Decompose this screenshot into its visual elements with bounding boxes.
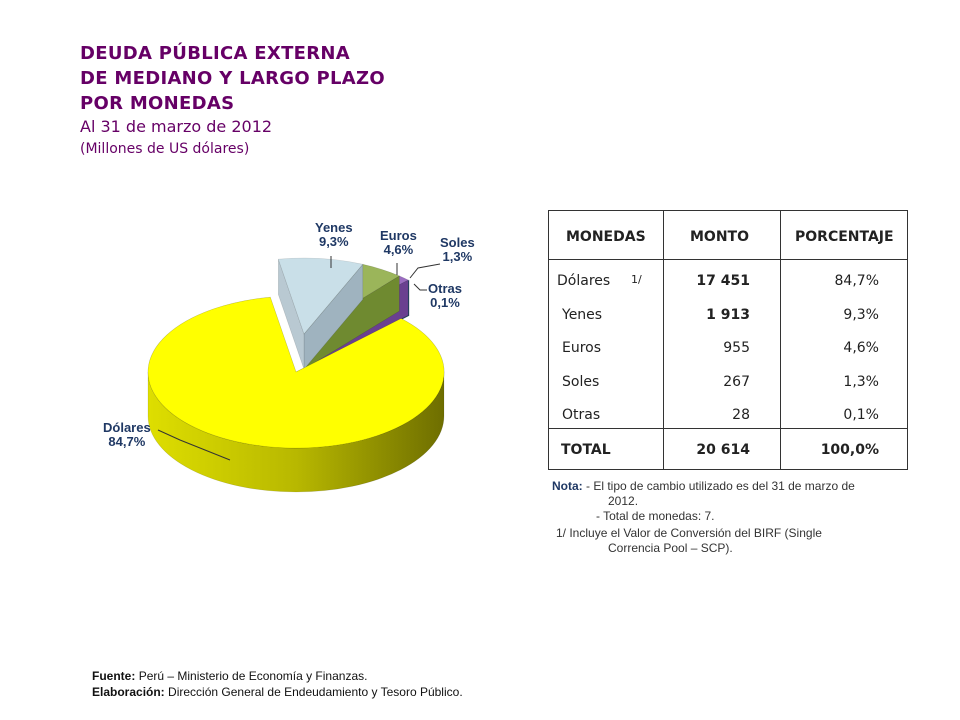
note-3b: Correncia Pool – SCP). [608, 541, 733, 555]
date-subtitle: Al 31 de marzo de 2012 [80, 117, 273, 136]
row-pct: 1,3% [843, 373, 879, 390]
slice-dolares-top [147, 296, 445, 449]
title-line-3: POR MONEDAS [80, 93, 235, 114]
total-amount: 20 614 [696, 442, 750, 458]
row-pct: 84,7% [834, 273, 879, 289]
row-note: 1/ [631, 273, 642, 286]
leader-dolares [157, 429, 231, 461]
label-yenes: Yenes 9,3% [315, 220, 353, 249]
source: Fuente: Perú – Ministerio de Economía y … [92, 669, 368, 683]
leader-lines [157, 256, 441, 461]
note-3: 1/ Incluye el Valor de Conversión del BI… [556, 526, 822, 540]
elaboration: Elaboración: Dirección General de Endeud… [92, 685, 463, 699]
header-monto: MONTO [690, 229, 750, 245]
row-amount: 267 [723, 373, 750, 390]
row-name: Dólares [557, 273, 611, 289]
row-name: Otras [562, 407, 601, 423]
row-amount: 17 451 [696, 273, 750, 289]
row-amount: 1 913 [706, 306, 750, 323]
currency-table: MONEDAS MONTO PORCENTAJE Dólares 1/17 451… [548, 210, 908, 470]
row-name: Yenes [562, 306, 603, 323]
leader-soles [409, 263, 441, 279]
label-soles: Soles 1,3% [440, 235, 475, 264]
total-label: TOTAL [561, 442, 611, 458]
row-pct: 4,6% [843, 340, 879, 356]
row-amount: 28 [732, 407, 750, 423]
note-1: Nota: - El tipo de cambio utilizado es d… [552, 479, 855, 493]
title-line-1: DEUDA PÚBLICA EXTERNA [80, 43, 350, 64]
label-otras: Otras 0,1% [428, 281, 462, 310]
note-2: - Total de monedas: 7. [596, 509, 715, 523]
label-dolares: Dólares 84,7% [103, 420, 151, 449]
header-monedas: MONEDAS [566, 229, 646, 245]
note-1b: 2012. [608, 494, 639, 508]
total-pct: 100,0% [820, 442, 879, 458]
slice-yenes [277, 257, 364, 335]
row-pct: 9,3% [843, 306, 879, 323]
header-porcentaje: PORCENTAJE [795, 229, 894, 245]
label-euros: Euros 4,6% [380, 228, 417, 257]
title-line-2: DE MEDIANO Y LARGO PLAZO [80, 68, 385, 89]
row-amount: 955 [723, 340, 750, 356]
units-subtitle: (Millones de US dólares) [80, 141, 250, 157]
row-pct: 0,1% [843, 407, 879, 423]
row-name: Soles [562, 373, 600, 390]
leader-otras [413, 283, 427, 291]
row-name: Euros [562, 340, 602, 356]
